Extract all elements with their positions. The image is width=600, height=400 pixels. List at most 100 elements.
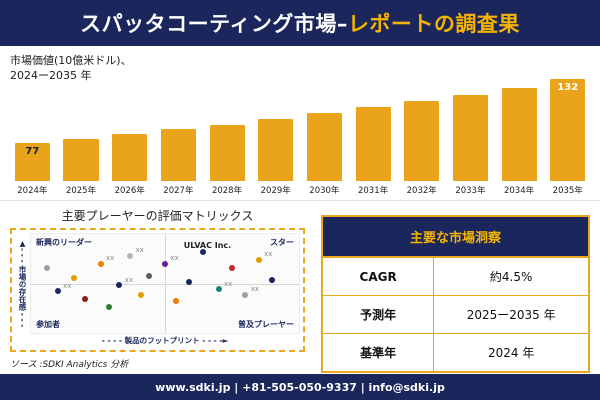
bar-2028年 xyxy=(209,125,245,181)
scatter-dot xyxy=(54,288,61,295)
footer-bar: www.sdki.jp | +81-505-050-9337 | info@sd… xyxy=(0,374,600,400)
scatter-dot xyxy=(242,292,249,299)
scatter-dot-label: xx xyxy=(223,279,233,288)
bar-2025年 xyxy=(63,139,99,181)
table-row: 予測年 2025ー2035 年 xyxy=(323,296,588,334)
bar-2031年 xyxy=(355,107,391,181)
bar-chart: 77 2024年 2025年 2026年 2027年 2028年 2029年 2030年 203… xyxy=(8,79,592,196)
scatter-dot xyxy=(186,278,193,285)
table-row: 基準年 2024 年 xyxy=(323,334,588,371)
scatter-dot xyxy=(199,248,206,255)
quadrant-label-participants: 参加者 xyxy=(36,320,60,329)
row-label-base-year: 基準年 xyxy=(323,334,435,371)
source-note: ソース :SDKI Analytics 分析 xyxy=(10,360,129,370)
matrix-title: 主要プレーヤーの評価マトリックス xyxy=(61,209,254,223)
page-title-main: スパッタコーティング市場– xyxy=(80,12,348,36)
bar-column: 2033年 xyxy=(446,95,495,196)
chart-axis-caption: 市場価値(10億米ドル)、 2024ー2035 年 xyxy=(10,54,132,84)
quadrant-label-emerging-leaders: 新興のリーダー xyxy=(36,238,92,247)
bar-column: 132 2035年 xyxy=(543,79,592,196)
matrix-y-axis-label: ▲‑ ‑ ‑ 市場の存在感 ‑ ‑ ‑ xyxy=(18,239,27,328)
bar-column: 2025年 xyxy=(57,139,106,196)
scatter-dot xyxy=(116,282,123,289)
bar-column: 2029年 xyxy=(251,119,300,196)
scatter-dot xyxy=(255,256,262,263)
scatter-dot-label: xx xyxy=(250,285,260,294)
player-matrix-panel: 主要プレーヤーの評価マトリックス ▲‑ ‑ ‑ 市場の存在感 ‑ ‑ ‑ 新興の… xyxy=(0,201,315,374)
year-tick-label: 2026年 xyxy=(114,186,145,196)
year-tick-label: 2027年 xyxy=(163,186,194,196)
insights-table-title: 主要な市場洞察 xyxy=(323,217,588,258)
bar-2034年 xyxy=(501,88,537,181)
bar-column: 2026年 xyxy=(105,134,154,196)
bar-column: 2028年 xyxy=(203,125,252,196)
scatter-dot-label: xx xyxy=(264,249,273,258)
bar-column: 2032年 xyxy=(397,101,446,196)
bar-2026年 xyxy=(112,134,148,181)
row-value-forecast-years: 2025ー2035 年 xyxy=(466,308,556,322)
bar-2030年 xyxy=(306,113,342,181)
year-tick-label: 2030年 xyxy=(309,186,340,196)
scatter-dot-label: xx xyxy=(124,275,134,284)
page-title-accent: レポートの調査果 xyxy=(347,12,520,36)
year-tick-label: 2029年 xyxy=(260,186,291,196)
scatter-dot xyxy=(269,276,276,283)
table-row: CAGR 約4.5% xyxy=(323,258,588,296)
footer-contact-text: www.sdki.jp | +81-505-050-9337 | info@sd… xyxy=(155,380,445,394)
row-label-forecast-years: 予測年 xyxy=(323,296,435,333)
scatter-dot xyxy=(81,296,88,303)
matrix-plot: 新興のリーダー スター 参加者 普及プレーヤー ULVAC Inc. xx xx x… xyxy=(30,233,300,334)
bar-2027年 xyxy=(160,129,196,181)
market-value-chart-section: 市場価値(10億米ドル)、 2024ー2035 年 77 2024年 2025年 20… xyxy=(0,46,600,200)
quadrant-label-pervasive-players: 普及プレーヤー xyxy=(238,320,294,329)
bar-2024年: 77 xyxy=(14,143,50,181)
year-tick-label: 2035年 xyxy=(552,186,583,196)
scatter-dot xyxy=(215,286,222,293)
scatter-dot xyxy=(145,272,152,279)
scatter-dot-label: xx xyxy=(135,245,144,254)
bar-column: 2030年 xyxy=(300,113,349,196)
scatter-dot xyxy=(137,292,144,299)
year-tick-label: 2028年 xyxy=(211,186,243,196)
year-tick-label: 2033年 xyxy=(455,186,486,196)
chart-caption-line1: 市場価値(10億米ドル)、 xyxy=(10,54,132,67)
year-tick-label: 2034年 xyxy=(503,186,535,196)
scatter-dot xyxy=(105,304,112,311)
scatter-dot-label: xx xyxy=(170,253,179,262)
bar-2032年 xyxy=(404,101,440,181)
year-tick-label: 2031年 xyxy=(357,186,389,196)
scatter-dot-label: xx xyxy=(63,281,72,290)
scatter-dot xyxy=(44,264,51,271)
company-label-ulvac: ULVAC Inc. xyxy=(183,240,232,250)
year-tick-label: 2032年 xyxy=(406,186,437,196)
quadrant-label-stars: スター xyxy=(270,238,294,247)
matrix-box: ▲‑ ‑ ‑ 市場の存在感 ‑ ‑ ‑ 新興のリーダー スター 参加者 普及プレ… xyxy=(10,228,305,352)
bar-column: 2034年 xyxy=(495,88,544,196)
insights-table: 主要な市場洞察 CAGR 約4.5% 予測年 2025ー2035 年 基準年 2… xyxy=(321,215,590,373)
scatter-dot xyxy=(127,252,134,259)
bar-column: 2027年 xyxy=(154,129,203,196)
row-value-cagr: 約4.5% xyxy=(489,270,533,284)
scatter-dot-label: xx xyxy=(106,253,115,262)
matrix-x-axis-label: ‑ ‑ ‑ ‑ 製品のフットプリント ‑ ‑ ‑ ‑► xyxy=(101,336,229,345)
bar-value-label: 77 xyxy=(25,146,40,157)
scatter-dot xyxy=(172,298,179,305)
bar-column: 77 2024年 xyxy=(8,143,57,196)
year-tick-label: 2024年 xyxy=(17,186,48,196)
row-value-base-year: 2024 年 xyxy=(487,346,535,360)
scatter-dot xyxy=(162,260,168,267)
scatter-dot xyxy=(97,260,104,267)
bar-column: 2031年 xyxy=(349,107,398,196)
year-tick-label: 2025年 xyxy=(65,186,97,196)
scatter-dot xyxy=(70,274,77,281)
row-label-cagr: CAGR xyxy=(323,258,435,295)
bar-2033年 xyxy=(452,95,488,181)
bar-2029年 xyxy=(258,119,294,181)
bar-value-label: 132 xyxy=(557,82,579,93)
bottom-section: 主要プレーヤーの評価マトリックス ▲‑ ‑ ‑ 市場の存在感 ‑ ‑ ‑ 新興の… xyxy=(0,200,600,374)
market-insights-panel: 主要な市場洞察 CAGR 約4.5% 予測年 2025ー2035 年 基準年 2… xyxy=(315,201,600,374)
bar-2035年: 132 xyxy=(550,79,586,181)
chart-caption-line2: 2024ー2035 年 xyxy=(10,68,92,82)
page-title: スパッタコーティング市場– レポートの調査果 xyxy=(0,0,600,46)
